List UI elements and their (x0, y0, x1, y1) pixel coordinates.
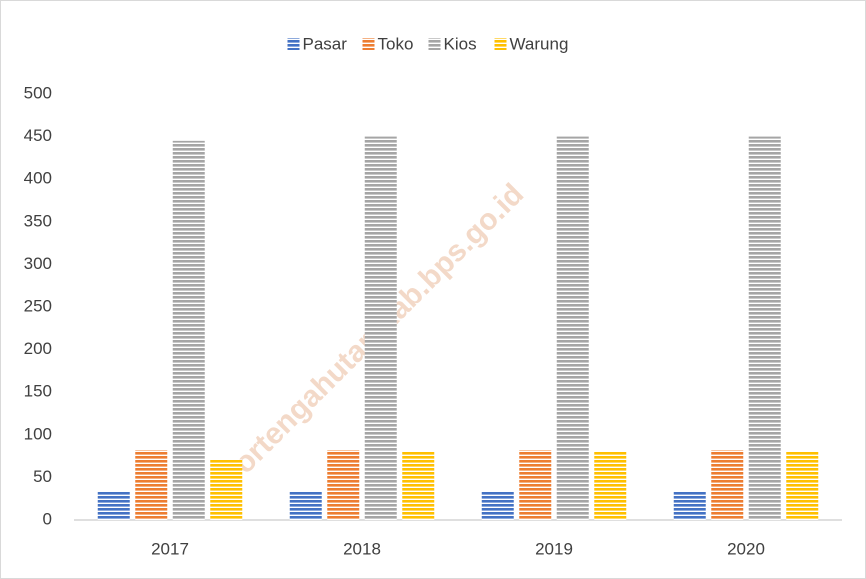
legend-swatch (428, 38, 441, 50)
bar (786, 451, 819, 520)
x-tick-label: 2017 (151, 539, 189, 558)
bar (97, 491, 130, 520)
bar (519, 450, 552, 520)
bar (172, 140, 205, 521)
x-tick-label: 2020 (727, 539, 765, 558)
bar (210, 459, 243, 520)
bar (327, 450, 360, 520)
bar (402, 451, 435, 520)
legend-swatch (287, 38, 300, 50)
bar (748, 136, 781, 520)
bar (364, 136, 397, 520)
legend-swatch (494, 38, 507, 50)
x-tick-label: 2019 (535, 539, 573, 558)
y-tick-label: 250 (24, 296, 52, 315)
y-tick-label: 150 (24, 382, 52, 401)
bar (673, 491, 706, 520)
y-tick-label: 450 (24, 126, 52, 145)
bar (289, 491, 322, 520)
bar (481, 491, 514, 520)
y-tick-label: 100 (24, 424, 52, 443)
y-tick-label: 350 (24, 211, 52, 230)
bar (594, 451, 627, 520)
y-tick-label: 300 (24, 254, 52, 273)
y-tick-label: 200 (24, 339, 52, 358)
legend-swatch (362, 38, 375, 50)
legend-label: Toko (378, 34, 414, 53)
bar (135, 450, 168, 520)
bar (556, 136, 589, 520)
y-tick-label: 400 (24, 169, 52, 188)
legend-label: Warung (510, 34, 569, 53)
legend-label: Kios (444, 34, 477, 53)
legend-label: Pasar (303, 34, 348, 53)
bar (711, 450, 744, 520)
y-tick-label: 500 (24, 83, 52, 102)
y-tick-label: 0 (43, 509, 52, 528)
y-tick-label: 50 (33, 467, 52, 486)
x-tick-label: 2018 (343, 539, 381, 558)
